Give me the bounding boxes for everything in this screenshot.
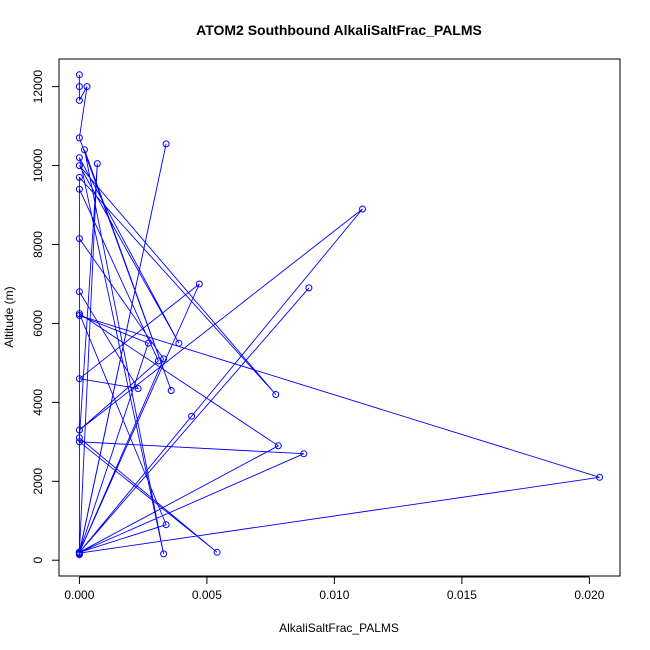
data-point	[195, 280, 203, 288]
x-axis: 0.000 0.005 0.010 0.015 0.020	[64, 576, 605, 602]
x-tick-label: 0.005	[192, 588, 222, 602]
data-point	[75, 173, 83, 181]
data-point	[75, 162, 83, 170]
data-point	[160, 550, 168, 558]
data-point	[75, 312, 83, 319]
data-point	[75, 438, 83, 446]
data-point	[83, 83, 91, 91]
series-line	[78, 74, 600, 555]
data-point	[81, 146, 88, 154]
data-point	[75, 134, 83, 142]
data-point	[75, 375, 83, 383]
x-tick-label: 0.000	[64, 588, 94, 602]
data-point	[144, 339, 152, 347]
y-tick-label: 0	[31, 557, 45, 564]
data-point	[75, 96, 83, 104]
y-tick-label: 2000	[31, 468, 45, 495]
data-point	[134, 385, 142, 392]
y-axis: 0 2000 4000 6000 8000 10000 12000	[31, 70, 60, 564]
data-point	[75, 83, 83, 91]
data-point	[359, 205, 366, 213]
data-point	[188, 412, 196, 420]
x-axis-label: AlkaliSaltFrac_PALMS	[279, 621, 399, 635]
y-tick-label: 12000	[31, 70, 45, 104]
y-tick-label: 4000	[31, 389, 45, 416]
data-point	[75, 434, 83, 442]
y-axis-label: Altitude (m)	[2, 286, 16, 347]
data-point	[596, 473, 604, 481]
data-point	[162, 521, 170, 529]
data-point	[75, 71, 83, 79]
y-tick-label: 10000	[31, 149, 45, 183]
chart-title: ATOM2 Southbound AlkaliSaltFrac_PALMS	[196, 22, 482, 38]
data-point	[75, 551, 83, 559]
data-point	[75, 154, 83, 162]
data-point	[160, 355, 168, 363]
data-point	[305, 284, 313, 292]
data-point	[75, 548, 83, 556]
data-point	[175, 339, 183, 347]
x-tick-label: 0.020	[574, 588, 604, 602]
x-tick-label: 0.010	[319, 588, 349, 602]
y-tick-label: 6000	[31, 310, 45, 337]
data-point	[162, 140, 170, 148]
data-point	[93, 160, 101, 168]
data-point	[75, 185, 83, 193]
x-tick-label: 0.015	[447, 588, 477, 602]
y-tick-label: 8000	[31, 231, 45, 258]
data-point	[167, 387, 175, 394]
data-point	[213, 548, 221, 556]
data-point	[75, 310, 83, 318]
data-point	[75, 288, 83, 296]
series-layer	[75, 71, 604, 559]
data-point	[75, 426, 83, 434]
data-point	[75, 235, 83, 243]
data-point	[274, 442, 282, 450]
plot-area-frame	[58, 58, 621, 577]
data-point	[272, 391, 280, 398]
data-point	[300, 450, 308, 458]
